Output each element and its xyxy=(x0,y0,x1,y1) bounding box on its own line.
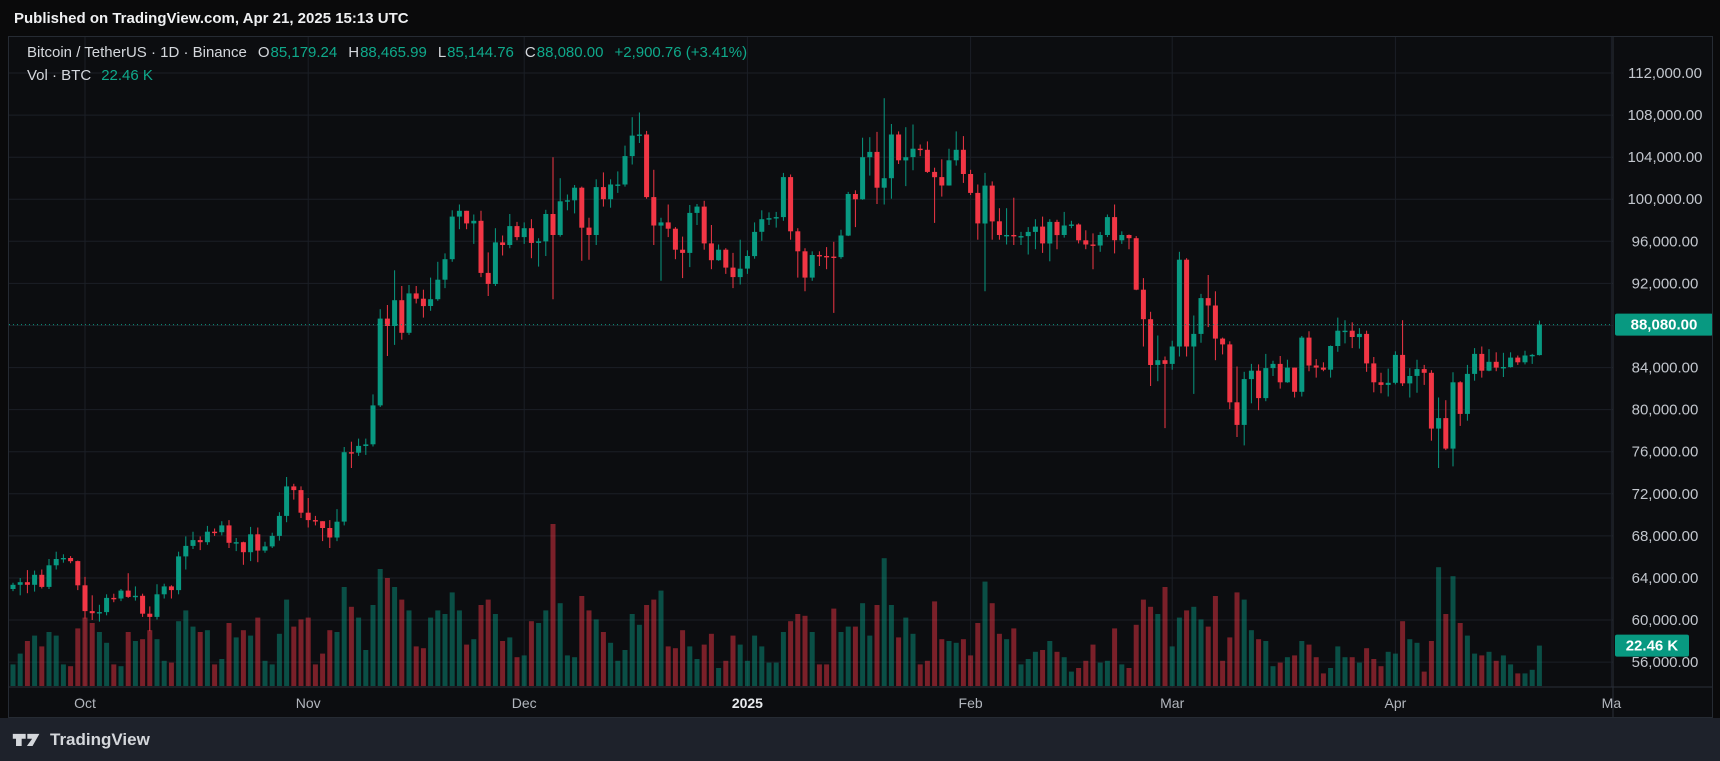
svg-text:96,000.00: 96,000.00 xyxy=(1632,233,1699,250)
ohlc-close: C88,080.00 xyxy=(524,44,604,61)
svg-text:112,000.00: 112,000.00 xyxy=(1628,65,1702,82)
volume-value: 22.46 K xyxy=(101,67,153,84)
svg-text:Dec: Dec xyxy=(512,695,537,711)
svg-text:Nov: Nov xyxy=(296,695,321,711)
svg-text:22.46 K: 22.46 K xyxy=(1626,638,1679,655)
tradingview-brand[interactable]: TradingView xyxy=(50,729,150,749)
svg-text:Ma: Ma xyxy=(1602,695,1622,711)
symbol-title[interactable]: Bitcoin / TetherUS · 1D · Binance xyxy=(27,44,247,61)
svg-text:2025: 2025 xyxy=(732,695,763,711)
price-change: +2,900.76 (+3.41%) xyxy=(614,44,748,61)
footer: TradingView xyxy=(0,718,1720,761)
svg-text:88,080.00: 88,080.00 xyxy=(1631,317,1698,334)
chart-widget[interactable]: 112,000.00 108,000.00 104,000.00 100,000.00… xyxy=(8,36,1713,718)
svg-text:76,000.00: 76,000.00 xyxy=(1632,444,1699,461)
svg-text:Oct: Oct xyxy=(74,695,96,711)
svg-text:108,000.00: 108,000.00 xyxy=(1627,107,1702,124)
svg-text:Mar: Mar xyxy=(1160,695,1184,711)
volume-label[interactable]: Vol · BTC xyxy=(27,67,92,84)
published-text: Published on TradingView.com, Apr 21, 20… xyxy=(14,9,409,27)
svg-text:72,000.00: 72,000.00 xyxy=(1632,486,1699,503)
svg-text:104,000.00: 104,000.00 xyxy=(1627,149,1702,166)
ohlc-open: O85,179.24 xyxy=(257,44,338,61)
svg-text:Feb: Feb xyxy=(959,695,983,711)
svg-text:92,000.00: 92,000.00 xyxy=(1632,275,1699,292)
svg-text:56,000.00: 56,000.00 xyxy=(1632,654,1699,671)
legend-row-volume: Vol · BTC 22.46 K xyxy=(27,64,747,87)
chart-legend: Bitcoin / TetherUS · 1D · Binance O85,17… xyxy=(27,41,747,87)
ohlc-high: H88,465.99 xyxy=(348,44,427,61)
svg-text:100,000.00: 100,000.00 xyxy=(1627,191,1702,208)
svg-text:60,000.00: 60,000.00 xyxy=(1632,612,1699,629)
svg-text:84,000.00: 84,000.00 xyxy=(1632,360,1699,377)
ohlc-low: L85,144.76 xyxy=(437,44,514,61)
svg-text:Apr: Apr xyxy=(1385,695,1407,711)
svg-text:68,000.00: 68,000.00 xyxy=(1632,528,1699,545)
chart-svg[interactable]: 112,000.00 108,000.00 104,000.00 100,000.00… xyxy=(9,37,1712,717)
legend-row-symbol: Bitcoin / TetherUS · 1D · Binance O85,17… xyxy=(27,41,747,64)
tradingview-logo-icon[interactable] xyxy=(12,731,41,748)
svg-text:64,000.00: 64,000.00 xyxy=(1632,570,1699,587)
svg-text:80,000.00: 80,000.00 xyxy=(1632,402,1699,419)
published-bar: Published on TradingView.com, Apr 21, 20… xyxy=(0,0,1720,36)
